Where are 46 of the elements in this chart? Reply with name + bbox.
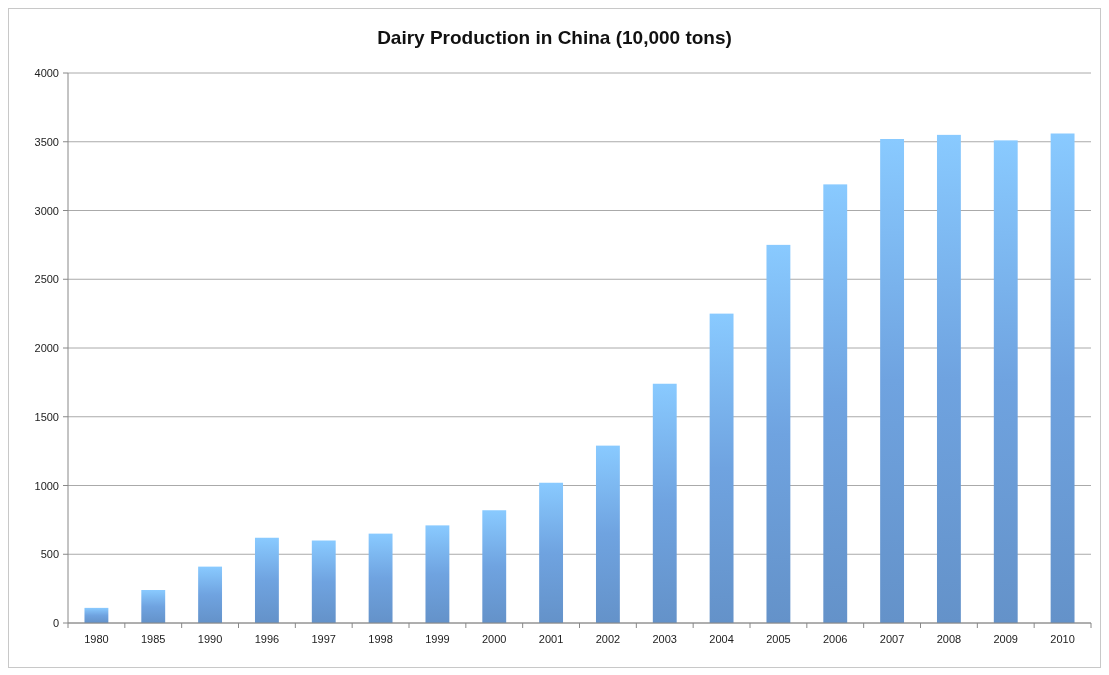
x-tick-label: 1997	[311, 633, 336, 645]
x-tick-label: 2010	[1050, 633, 1075, 645]
bar	[936, 134, 961, 623]
x-tick-label: 1999	[425, 633, 450, 645]
bar	[539, 482, 564, 623]
bar	[84, 607, 109, 623]
x-tick-label: 1990	[197, 633, 223, 645]
x-tick-label: 1985	[141, 633, 166, 645]
bar	[254, 537, 279, 623]
bar	[993, 140, 1018, 623]
bar	[709, 313, 734, 623]
x-tick-label: 1996	[254, 633, 280, 645]
y-tick-label: 3500	[34, 135, 59, 148]
x-tick-label: 2008	[936, 633, 962, 645]
y-tick-label: 4000	[34, 67, 59, 79]
x-tick-label: 2003	[652, 633, 677, 645]
y-tick-label: 1000	[34, 479, 59, 492]
x-tick-label: 2001	[538, 633, 564, 645]
bar	[1050, 133, 1075, 623]
bar	[425, 525, 450, 623]
y-tick-label: 0	[52, 617, 59, 629]
y-tick-label: 2000	[34, 342, 59, 354]
bar	[823, 184, 848, 623]
x-tick-label: 2002	[595, 633, 621, 645]
bar	[198, 566, 223, 623]
bar	[311, 540, 336, 623]
chart-title: Dairy Production in China (10,000 tons)	[377, 27, 732, 48]
bar	[482, 510, 507, 623]
x-tick-label: 2000	[482, 633, 507, 645]
y-tick-label: 2500	[34, 273, 59, 286]
x-tick-label: 2005	[766, 633, 791, 645]
bar	[595, 445, 620, 623]
bar	[766, 244, 791, 623]
bar	[880, 139, 905, 623]
x-tick-label: 2007	[879, 633, 905, 645]
x-tick-label: 2004	[709, 633, 734, 645]
bar	[368, 533, 393, 623]
y-tick-label: 1500	[34, 410, 59, 423]
bar	[141, 590, 166, 623]
bar	[652, 383, 677, 623]
x-tick-label: 1998	[368, 633, 393, 645]
y-tick-label: 3000	[34, 204, 59, 217]
y-tick-label: 500	[40, 548, 59, 561]
x-tick-label: 2009	[993, 633, 1018, 645]
x-tick-label: 2006	[823, 633, 848, 645]
x-tick-label: 1980	[84, 633, 109, 645]
